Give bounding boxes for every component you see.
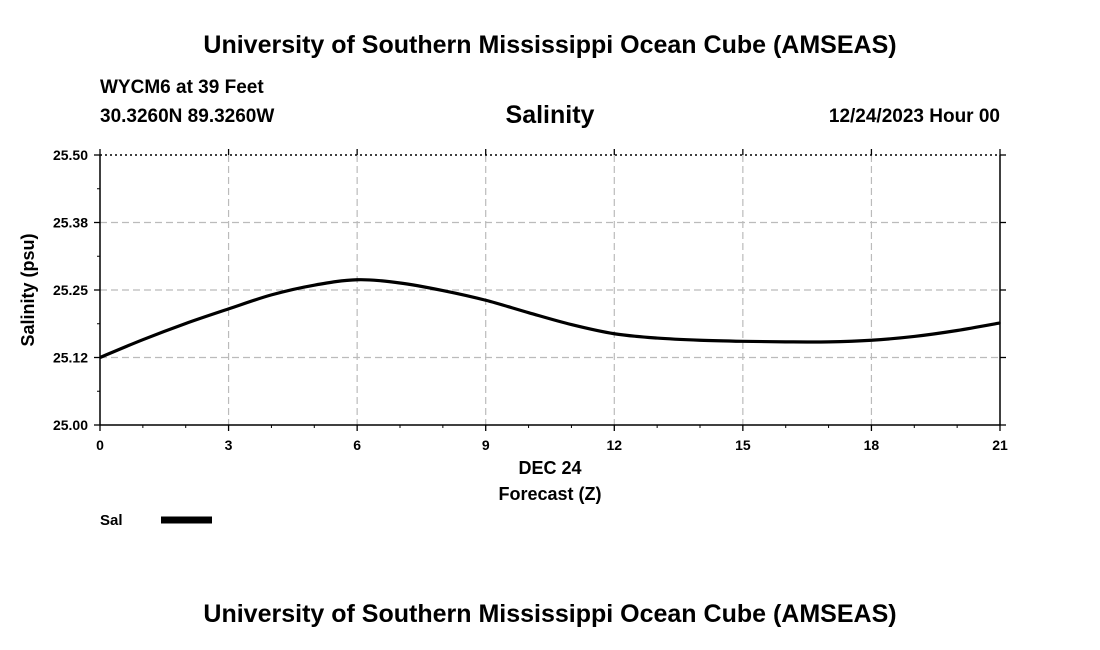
- x-axis-sublabel: DEC 24: [518, 458, 581, 478]
- y-tick-label: 25.12: [53, 350, 88, 366]
- x-tick-label: 21: [992, 437, 1008, 453]
- data-point: [227, 308, 230, 310]
- data-point: [399, 282, 401, 284]
- data-point: [656, 337, 658, 339]
- footer-title: University of Southern Mississippi Ocean…: [203, 600, 897, 628]
- data-point: [999, 322, 1001, 324]
- data-point: [270, 294, 273, 296]
- data-point: [184, 322, 187, 325]
- legend-label: Sal: [100, 512, 123, 529]
- page-title: University of Southern Mississippi Ocean…: [203, 31, 897, 59]
- data-point: [613, 332, 616, 335]
- data-point: [913, 335, 916, 338]
- y-tick-label: 25.00: [53, 417, 88, 433]
- data-point: [742, 340, 744, 343]
- x-axis-label: Forecast (Z): [498, 484, 601, 504]
- series: [99, 278, 1001, 359]
- data-point: [827, 341, 830, 343]
- x-tick-label: 18: [864, 437, 880, 453]
- data-point: [356, 278, 358, 281]
- x-tick-label: 3: [225, 437, 233, 453]
- data-point: [142, 338, 144, 341]
- data-point: [313, 284, 316, 286]
- data-point: [484, 299, 487, 302]
- x-tick-label: 15: [735, 437, 751, 453]
- data-point: [527, 311, 530, 314]
- station-label: WYCM6 at 39 Feet: [100, 77, 264, 98]
- ticks: 0 3 6 9 12 15 18 21 25.00 25.12 25.25 25.38 25.50: [53, 147, 1008, 453]
- x-tick-label: 0: [96, 437, 104, 453]
- y-tick-label: 25.38: [53, 215, 88, 231]
- series-line-sal: [99, 278, 1001, 359]
- data-point: [99, 356, 101, 359]
- x-tick-label: 9: [482, 437, 490, 453]
- grid: [100, 154, 1000, 425]
- data-point: [570, 323, 573, 326]
- forecast-datetime: 12/24/2023 Hour 00: [828, 106, 1000, 127]
- data-point: [956, 329, 958, 332]
- data-point: [699, 339, 701, 342]
- y-tick-label: 25.50: [53, 147, 88, 163]
- y-tick-label: 25.25: [53, 282, 88, 298]
- data-point: [870, 339, 873, 342]
- station-coordinates: 30.3260N 89.3260W: [100, 106, 275, 127]
- x-tick-label: 12: [606, 437, 622, 453]
- x-tick-label: 6: [353, 437, 361, 453]
- y-axis-label: Salinity (psu): [18, 233, 38, 346]
- data-point: [784, 341, 787, 343]
- chart-title: Salinity: [505, 101, 595, 129]
- data-point: [442, 289, 444, 292]
